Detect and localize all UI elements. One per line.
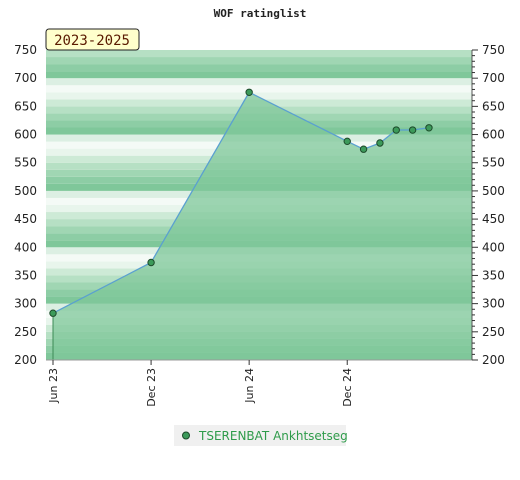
- data-point: [376, 139, 384, 147]
- x-tick-label: Jun 24: [243, 368, 256, 404]
- y-axis-left-labels: 200 250 300 350 400 450 500 550 600 650 700 750: [14, 43, 37, 367]
- background-band: [46, 85, 472, 93]
- x-axis-labels: Jun 23 Dec 23 Jun 24 Dec 24: [47, 368, 354, 407]
- y-tick-label: 350: [482, 268, 505, 282]
- background-band: [46, 57, 472, 65]
- data-point: [147, 258, 155, 267]
- y-tick-label: 200: [482, 353, 505, 367]
- data-point: [49, 309, 57, 317]
- y-tick-label: 250: [14, 325, 37, 339]
- data-point: [359, 145, 368, 153]
- legend-series-name: TSERENBAT Ankhtsetseg: [198, 429, 348, 443]
- y-tick-label: 500: [14, 184, 37, 198]
- year-range-text: 2023-2025: [54, 33, 130, 49]
- data-point: [343, 137, 351, 146]
- background-band: [46, 78, 472, 86]
- y-tick-label: 300: [14, 297, 37, 311]
- series-markers: [49, 88, 433, 317]
- y-tick-label: 400: [14, 240, 37, 254]
- data-point: [392, 126, 400, 134]
- y-axis-right-labels: 200 250 300 350 400 450 500 550 600 650 700 750: [482, 43, 505, 367]
- y-tick-label: 450: [482, 212, 505, 226]
- legend: TSERENBAT Ankhtsetseg: [174, 425, 348, 446]
- y-tick-label: 650: [482, 99, 505, 113]
- x-tick-label: Dec 24: [341, 368, 354, 407]
- background-band: [46, 71, 472, 79]
- chart-title: WOF ratinglist: [214, 7, 307, 20]
- y-tick-label: 750: [14, 43, 37, 57]
- axes: [46, 49, 478, 365]
- background-band: [46, 64, 472, 72]
- y-tick-label: 450: [14, 212, 37, 226]
- y-tick-label: 600: [14, 128, 37, 142]
- y-tick-label: 700: [482, 71, 505, 85]
- background-band: [46, 50, 472, 58]
- y-tick-label: 500: [482, 184, 505, 198]
- y-tick-label: 750: [482, 43, 505, 57]
- background-band: [46, 92, 472, 100]
- year-range-badge: 2023-2025: [45, 28, 140, 51]
- y-tick-label: 700: [14, 71, 37, 85]
- series-area-fill: [53, 92, 472, 360]
- x-tick-label: Dec 23: [145, 368, 158, 407]
- legend-marker: [182, 431, 190, 440]
- y-tick-label: 350: [14, 268, 37, 282]
- y-tick-label: 600: [482, 128, 505, 142]
- y-tick-label: 400: [482, 240, 505, 254]
- y-tick-label: 650: [14, 99, 37, 113]
- y-tick-label: 550: [14, 156, 37, 170]
- data-point: [425, 124, 433, 132]
- y-tick-label: 550: [482, 156, 505, 170]
- y-tick-label: 300: [482, 297, 505, 311]
- data-point: [245, 88, 253, 96]
- y-tick-label: 250: [482, 325, 505, 339]
- data-point: [408, 126, 417, 134]
- y-tick-label: 200: [14, 353, 37, 367]
- x-tick-label: Jun 23: [47, 368, 60, 404]
